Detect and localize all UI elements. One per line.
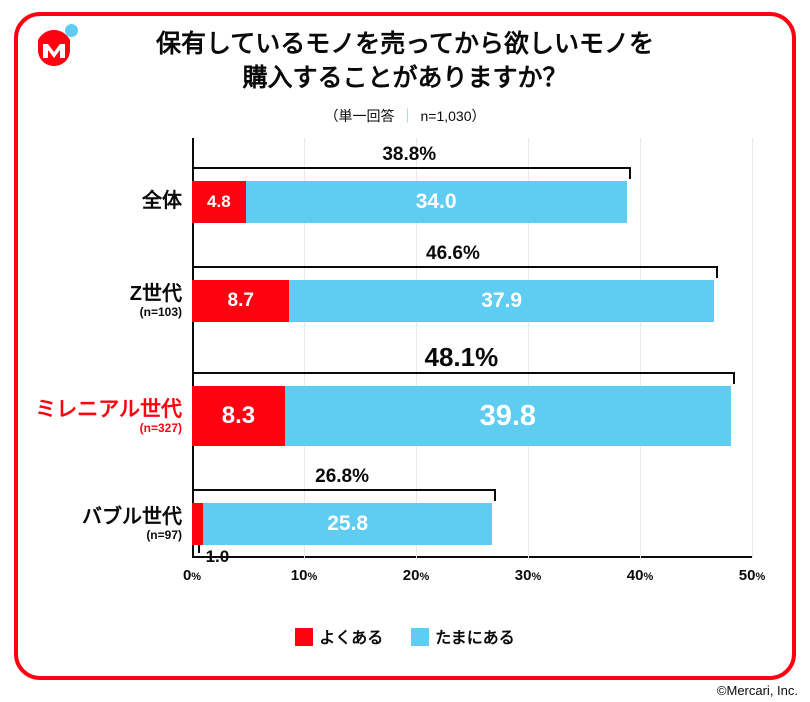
x-axis-tick: 30% (515, 567, 541, 584)
bar-segment: 39.8 (285, 386, 731, 446)
subtitle: （単一回答｜n=1,030） (0, 106, 810, 126)
category-label: Z世代(n=103) (32, 283, 182, 320)
legend-item: たまにある (411, 624, 515, 648)
subtitle-separator: ｜ (395, 108, 421, 124)
copyright: ©Mercari, Inc. (717, 683, 798, 698)
survey-chart-card: 保有しているモノを売ってから欲しいモノを 購入することがありますか？ （単一回答… (0, 0, 810, 702)
total-label: 26.8% (315, 466, 369, 488)
total-label: 38.8% (382, 144, 436, 166)
x-axis-tick: 40% (627, 567, 653, 584)
gridline (640, 138, 641, 558)
total-bracket (192, 489, 496, 501)
category-label: バブル世代(n=97) (32, 506, 182, 543)
category-label: ミレニアル世代(n=327) (32, 398, 182, 436)
legend: よくある たまにある (0, 624, 810, 648)
x-axis-tick: 20% (403, 567, 429, 584)
bar-segment: 25.8 (203, 503, 492, 545)
legend-swatch (411, 628, 429, 646)
total-label: 46.6% (426, 243, 480, 265)
category-label: 全体 (32, 190, 182, 213)
bar-segment: 8.3 (192, 386, 285, 446)
legend-swatch (295, 628, 313, 646)
x-axis-tick: 0% (183, 567, 201, 584)
subtitle-right: n=1,030） (421, 108, 486, 124)
bar-segment: 8.7 (192, 280, 289, 322)
x-axis-tick: 50% (739, 567, 765, 584)
legend-label: よくある (319, 630, 383, 647)
total-bracket (192, 266, 718, 278)
title-line-1: 保有しているモノを売ってから欲しいモノを (0, 28, 810, 62)
gridline (752, 138, 753, 558)
bar-segment: 34.0 (246, 181, 627, 223)
bar-chart: 0%10%20%30%40%50%38.8%4.834.0全体46.6%8.73… (192, 138, 752, 580)
segment-connector (198, 545, 200, 553)
segment-value-outside: 1.0 (206, 547, 230, 567)
x-axis-baseline (192, 556, 752, 558)
bar-segment (192, 503, 203, 545)
total-label: 48.1% (424, 342, 498, 373)
title-block: 保有しているモノを売ってから欲しいモノを 購入することがありますか？ （単一回答… (0, 28, 810, 126)
bar-segment: 4.8 (192, 181, 246, 223)
subtitle-left: （単一回答 (325, 108, 395, 124)
legend-label: たまにある (435, 630, 515, 647)
total-bracket (192, 167, 631, 179)
legend-item: よくある (295, 624, 383, 648)
bar-segment: 37.9 (289, 280, 713, 322)
total-bracket (192, 372, 735, 384)
x-axis-tick: 10% (291, 567, 317, 584)
title-line-2: 購入することがありますか？ (0, 62, 810, 96)
